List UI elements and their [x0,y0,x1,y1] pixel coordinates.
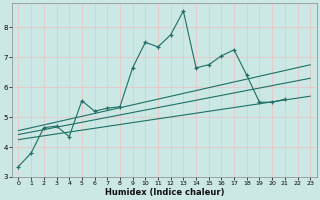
X-axis label: Humidex (Indice chaleur): Humidex (Indice chaleur) [105,188,224,197]
